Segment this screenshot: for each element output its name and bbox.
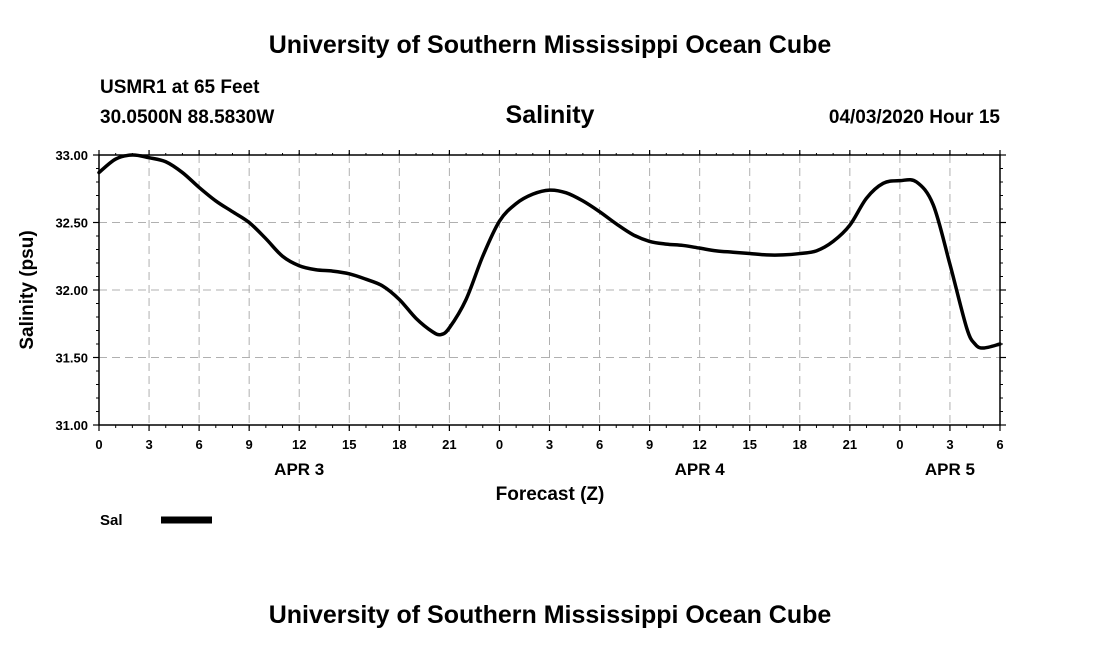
datetime-label: 04/03/2020 Hour 15: [828, 107, 1000, 128]
x-tick-label: 18: [793, 437, 807, 452]
y-tick-label: 31.00: [55, 418, 88, 433]
x-axis-title: Forecast (Z): [496, 484, 605, 505]
x-tick-label: 9: [646, 437, 653, 452]
x-tick-label: 12: [292, 437, 306, 452]
day-label: APR 3: [274, 460, 324, 479]
y-tick-label: 32.00: [55, 283, 88, 298]
x-tick-label: 0: [95, 437, 102, 452]
series-line-sal: [97, 153, 1002, 350]
x-tick-label: 6: [596, 437, 603, 452]
x-tick-label: 3: [946, 437, 953, 452]
x-tick-label: 15: [742, 437, 756, 452]
coordinates-label: 30.0500N 88.5830W: [100, 107, 275, 128]
station-label: USMR1 at 65 Feet: [100, 77, 260, 98]
x-tick-label: 12: [692, 437, 706, 452]
x-tick-label: 15: [342, 437, 356, 452]
tick-layer: 31.00 31.50 32.00 32.50 33.00 0 3 6 9 12 15 18 21 0 3 6…: [55, 148, 1006, 479]
legend: Sal: [100, 512, 212, 529]
x-tick-label: 6: [195, 437, 202, 452]
day-label: APR 4: [675, 460, 726, 479]
legend-label-sal: Sal: [100, 512, 123, 529]
x-tick-label: 0: [896, 437, 903, 452]
header-title-top: University of Southern Mississippi Ocean…: [268, 31, 832, 59]
day-label: APR 5: [925, 460, 975, 479]
x-tick-label: 3: [546, 437, 553, 452]
x-tick-label: 3: [145, 437, 152, 452]
y-tick-label: 33.00: [55, 148, 88, 163]
header-title-bottom: University of Southern Mississippi Ocean…: [268, 601, 832, 629]
grid-layer: [99, 155, 1000, 425]
x-tick-label: 21: [843, 437, 857, 452]
y-tick-label: 32.50: [55, 216, 88, 231]
x-tick-label: 21: [442, 437, 456, 452]
x-tick-label: 6: [996, 437, 1003, 452]
chart-title: Salinity: [505, 101, 595, 129]
y-tick-label: 31.50: [55, 351, 88, 366]
series-layer: [97, 153, 1002, 350]
x-tick-label: 0: [496, 437, 503, 452]
y-axis-title: Salinity (psu): [17, 230, 38, 349]
x-tick-label: 18: [392, 437, 406, 452]
x-tick-label: 9: [246, 437, 253, 452]
